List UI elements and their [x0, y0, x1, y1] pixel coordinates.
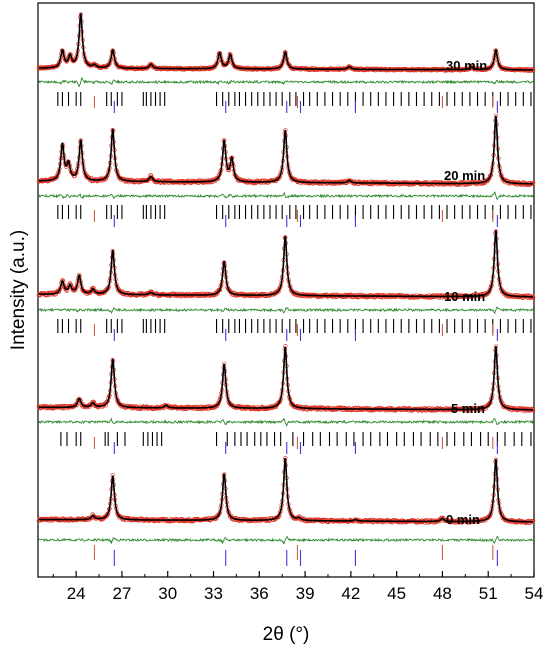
x-tick-label: 54	[525, 584, 544, 603]
observed-point	[216, 400, 221, 405]
plot-frame	[37, 2, 535, 578]
x-tick-label: 48	[433, 584, 452, 603]
calculated-series	[38, 457, 533, 523]
pattern-time-label: 10 min	[444, 289, 485, 304]
pattern-5-min: 5 min	[36, 344, 536, 454]
x-tick-label: 27	[112, 584, 131, 603]
calculated-series	[38, 346, 533, 411]
pattern-20-min: 20 min	[36, 113, 536, 227]
x-tick-label: 45	[387, 584, 406, 603]
pattern-time-label: 20 min	[444, 168, 485, 183]
plot-area: 0 min 5 min 10 min 20 min 30 min 24 27 30 33 36 3…	[36, 2, 544, 603]
y-axis-label: Intensity (a.u.)	[8, 230, 29, 350]
x-tick-label: 42	[341, 584, 360, 603]
pattern-0-min: 0 min	[36, 455, 536, 566]
difference-series	[38, 535, 534, 545]
difference-series	[38, 417, 534, 427]
x-tick-label: 36	[250, 584, 269, 603]
x-tick-label: 33	[204, 584, 223, 603]
pattern-10-min: 10 min	[36, 229, 536, 341]
difference-series	[38, 306, 534, 315]
pattern-time-label: 0 min	[446, 512, 480, 527]
x-tick-label: 24	[67, 584, 86, 603]
difference-series	[38, 191, 534, 201]
observed-point	[531, 518, 536, 523]
x-tick-label: 30	[158, 584, 177, 603]
difference-series	[38, 77, 534, 88]
x-tick-label: 51	[479, 584, 498, 603]
patterns-layer: 0 min 5 min 10 min 20 min 30 min	[36, 12, 536, 566]
x-axis: 24 27 30 33 36 39 42 45 48 51 54	[52, 571, 544, 603]
x-axis-label: 2θ (°)	[263, 624, 310, 645]
pattern-time-label: 30 min	[446, 58, 487, 73]
pattern-30-min: 30 min	[36, 12, 536, 113]
pattern-time-label: 5 min	[451, 401, 485, 416]
x-tick-label: 39	[296, 584, 315, 603]
